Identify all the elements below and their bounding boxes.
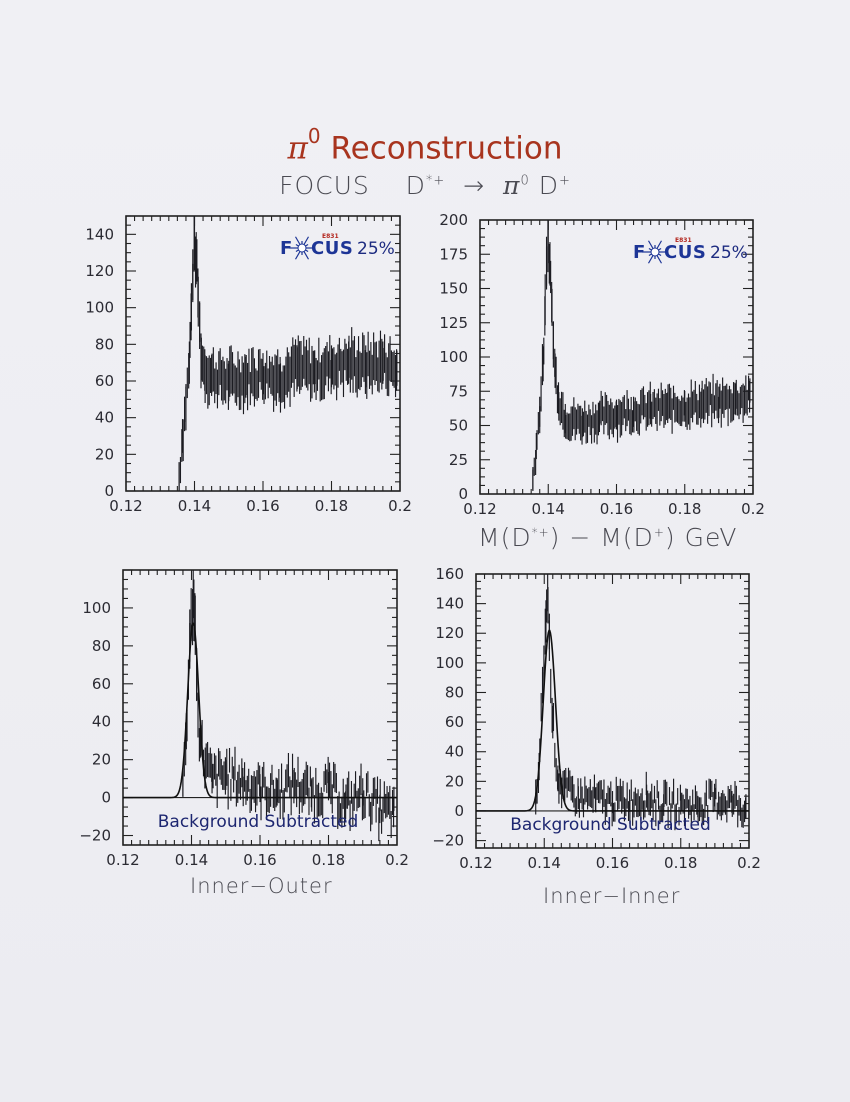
subtitle-experiment: FOCUS	[279, 171, 370, 200]
y-tick-label: 50	[449, 417, 468, 435]
starburst-core	[297, 243, 307, 253]
xlabel-part1: M(D	[478, 523, 532, 552]
x-tick-label: 0.14	[528, 854, 561, 872]
y-tick-label: −20	[432, 832, 464, 850]
logo-letters-cus: CUS	[311, 238, 353, 259]
plot-frame	[122, 569, 398, 846]
y-tick-label: 20	[95, 445, 114, 463]
y-tick-label: 60	[445, 713, 464, 731]
y-tick-label: 160	[435, 565, 464, 583]
x-tick-label: 0.16	[596, 854, 629, 872]
y-tick-label: 150	[439, 280, 468, 298]
subtitle-daughter-sup: +	[558, 173, 571, 189]
y-tick-label: 0	[458, 485, 468, 503]
x-tick-label: 0.12	[109, 497, 142, 515]
xlabel-sup2: +	[653, 525, 665, 540]
x-tick-label: 0.18	[315, 497, 348, 515]
y-tick-label: 100	[85, 299, 114, 317]
logo-letter-f: F	[280, 238, 293, 259]
subtitle-pi: π	[503, 171, 521, 200]
y-tick-label: 20	[92, 751, 111, 769]
y-tick-label: 100	[439, 348, 468, 366]
percent-stamp: 25%	[710, 243, 748, 263]
page-title: π0 Reconstruction	[0, 124, 850, 167]
y-tick-label: 80	[445, 683, 464, 701]
chart-top-right: 0.12 0.14 0.16 0.18 0.2 0 25 50 75 100 125 150 175 20…	[439, 211, 765, 518]
y-tick-label: 80	[92, 637, 111, 655]
x-tick-label: 0.2	[385, 851, 409, 869]
x-tick-label: 0.18	[664, 854, 697, 872]
percent-stamp: 25%	[357, 239, 395, 259]
y-tick-label: 100	[435, 654, 464, 672]
page-subtitle: FOCUS D*+ → π0 D+	[0, 171, 850, 200]
x-tick-label: 0.18	[668, 500, 701, 518]
subtitle-parent: D	[405, 171, 426, 200]
y-tick-label: 100	[82, 599, 111, 617]
background-subtracted-label: Background Subtracted	[510, 815, 711, 835]
y-tick-label: −20	[79, 827, 111, 845]
title-pi-symbol: π	[287, 130, 308, 167]
y-tick-label: 140	[85, 225, 114, 243]
chart-bottom-left: 0.12 0.14 0.16 0.18 0.2 −20 0 20 40 60 80 100 Backgr…	[79, 569, 409, 869]
y-tick-label: 60	[95, 372, 114, 390]
x-tick-label: 0.16	[246, 497, 279, 515]
x-tick-label: 0.18	[312, 851, 345, 869]
x-tick-label: 0.12	[459, 854, 492, 872]
starburst-core	[650, 247, 660, 257]
y-tick-label: 40	[445, 743, 464, 761]
y-tick-label: 120	[85, 262, 114, 280]
y-tick-label: 125	[439, 314, 468, 332]
y-tick-label: 0	[454, 802, 464, 820]
x-tick-label: 0.2	[737, 854, 761, 872]
x-tick-label: 0.16	[600, 500, 633, 518]
logo-letter-f: F	[633, 242, 646, 263]
logo-tag: E831	[675, 237, 692, 244]
title-pi-superscript: 0	[307, 124, 321, 148]
y-tick-label: 60	[92, 675, 111, 693]
logo-letters-cus: CUS	[664, 242, 706, 263]
xlabel-part3: ) GeV	[664, 523, 738, 552]
x-tick-label: 0.12	[106, 851, 139, 869]
y-tick-label: 25	[449, 451, 468, 469]
x-tick-label: 0.2	[741, 500, 765, 518]
x-tick-label: 0.16	[243, 851, 276, 869]
x-tick-label: 0.14	[175, 851, 208, 869]
chart-top-left: 0.12 0.14 0.16 0.18 0.2 0 20 40 60 80 100 120 140 F CU…	[85, 215, 412, 515]
chart-bottom-right: 0.12 0.14 0.16 0.18 0.2 −20 0 20 40 60 80 100 120 140…	[432, 565, 761, 872]
title-text: Reconstruction	[330, 130, 563, 167]
gaussian-fit-curve	[123, 622, 397, 799]
x-tick-label: 0.2	[388, 497, 412, 515]
gaussian-fit-curve	[476, 629, 749, 812]
y-tick-label: 0	[101, 789, 111, 807]
x-tick-label: 0.12	[463, 500, 496, 518]
shared-x-axis-label: M(D*+) − M(D+) GeV	[478, 523, 738, 552]
subtitle-pi-sup: 0	[520, 173, 530, 189]
xlabel-sup1: *+	[531, 525, 550, 540]
subtitle-daughter: D	[538, 171, 559, 200]
bottom-right-x-label: Inner−Inner	[543, 884, 681, 908]
subtitle-parent-sup: *+	[425, 173, 446, 189]
y-tick-label: 75	[449, 382, 468, 400]
x-tick-label: 0.14	[178, 497, 211, 515]
y-tick-label: 120	[435, 624, 464, 642]
bottom-left-x-label: Inner−Outer	[190, 874, 333, 898]
y-tick-label: 140	[435, 595, 464, 613]
subtitle-arrow: →	[463, 171, 486, 200]
background-subtracted-label: Background Subtracted	[158, 812, 359, 832]
y-tick-label: 40	[95, 409, 114, 427]
y-tick-label: 20	[445, 772, 464, 790]
xlabel-part2: ) − M(D	[549, 523, 654, 552]
x-tick-label: 0.14	[532, 500, 565, 518]
y-tick-label: 0	[104, 482, 114, 500]
y-tick-label: 40	[92, 713, 111, 731]
y-tick-label: 80	[95, 335, 114, 353]
y-tick-label: 175	[439, 245, 468, 263]
logo-tag: E831	[322, 233, 339, 240]
y-tick-label: 200	[439, 211, 468, 229]
